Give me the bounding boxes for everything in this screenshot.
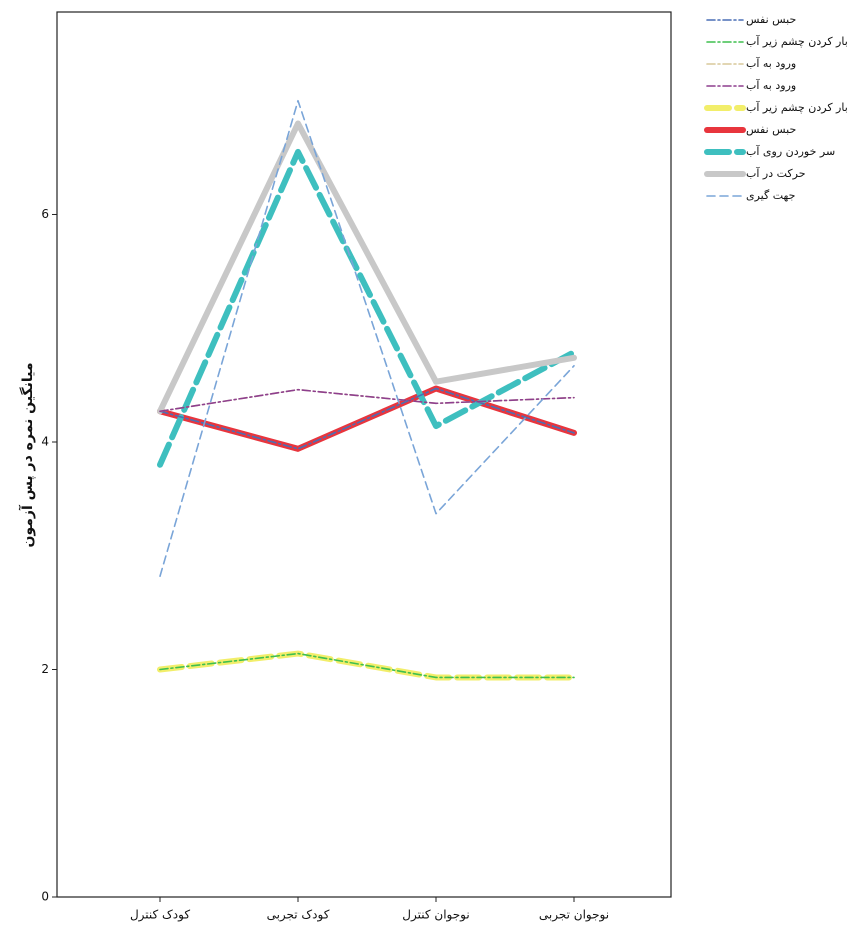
series-line [159, 387, 575, 450]
x-tick-label: کودک کنترل [130, 908, 190, 923]
y-tick-label: 0 [41, 890, 49, 904]
series-line [157, 148, 577, 468]
series-line [159, 388, 575, 413]
legend-label: حبس نفس [746, 123, 796, 136]
legend-label: بار کردن چشم زیر آب [746, 34, 847, 48]
series-line [159, 652, 575, 679]
x-tick-label: نوجوان کنترل [402, 908, 469, 923]
y-tick-label: 6 [41, 207, 49, 221]
y-tick-label: 2 [41, 662, 49, 676]
series-line [159, 99, 575, 578]
series-line [157, 120, 577, 415]
legend-label: حرکت در آب [746, 166, 806, 180]
legend-label: حبس نفس [746, 13, 796, 26]
legend-label: سر خوردن روی آب [746, 144, 835, 158]
legend-label: ورود به آب [746, 78, 796, 92]
plot-frame [56, 11, 672, 898]
legend-label: بار کردن چشم زیر آب [746, 100, 847, 114]
y-axis-label: میانگین نمره در پس آزمون [18, 362, 36, 547]
legend-label: ورود به آب [746, 56, 796, 70]
legend-label: جهت گیری [746, 189, 795, 202]
x-tick-label: نوجوان تجربی [539, 908, 609, 923]
y-tick-label: 4 [41, 434, 49, 448]
x-tick-label: کودک تجربی [267, 908, 330, 923]
